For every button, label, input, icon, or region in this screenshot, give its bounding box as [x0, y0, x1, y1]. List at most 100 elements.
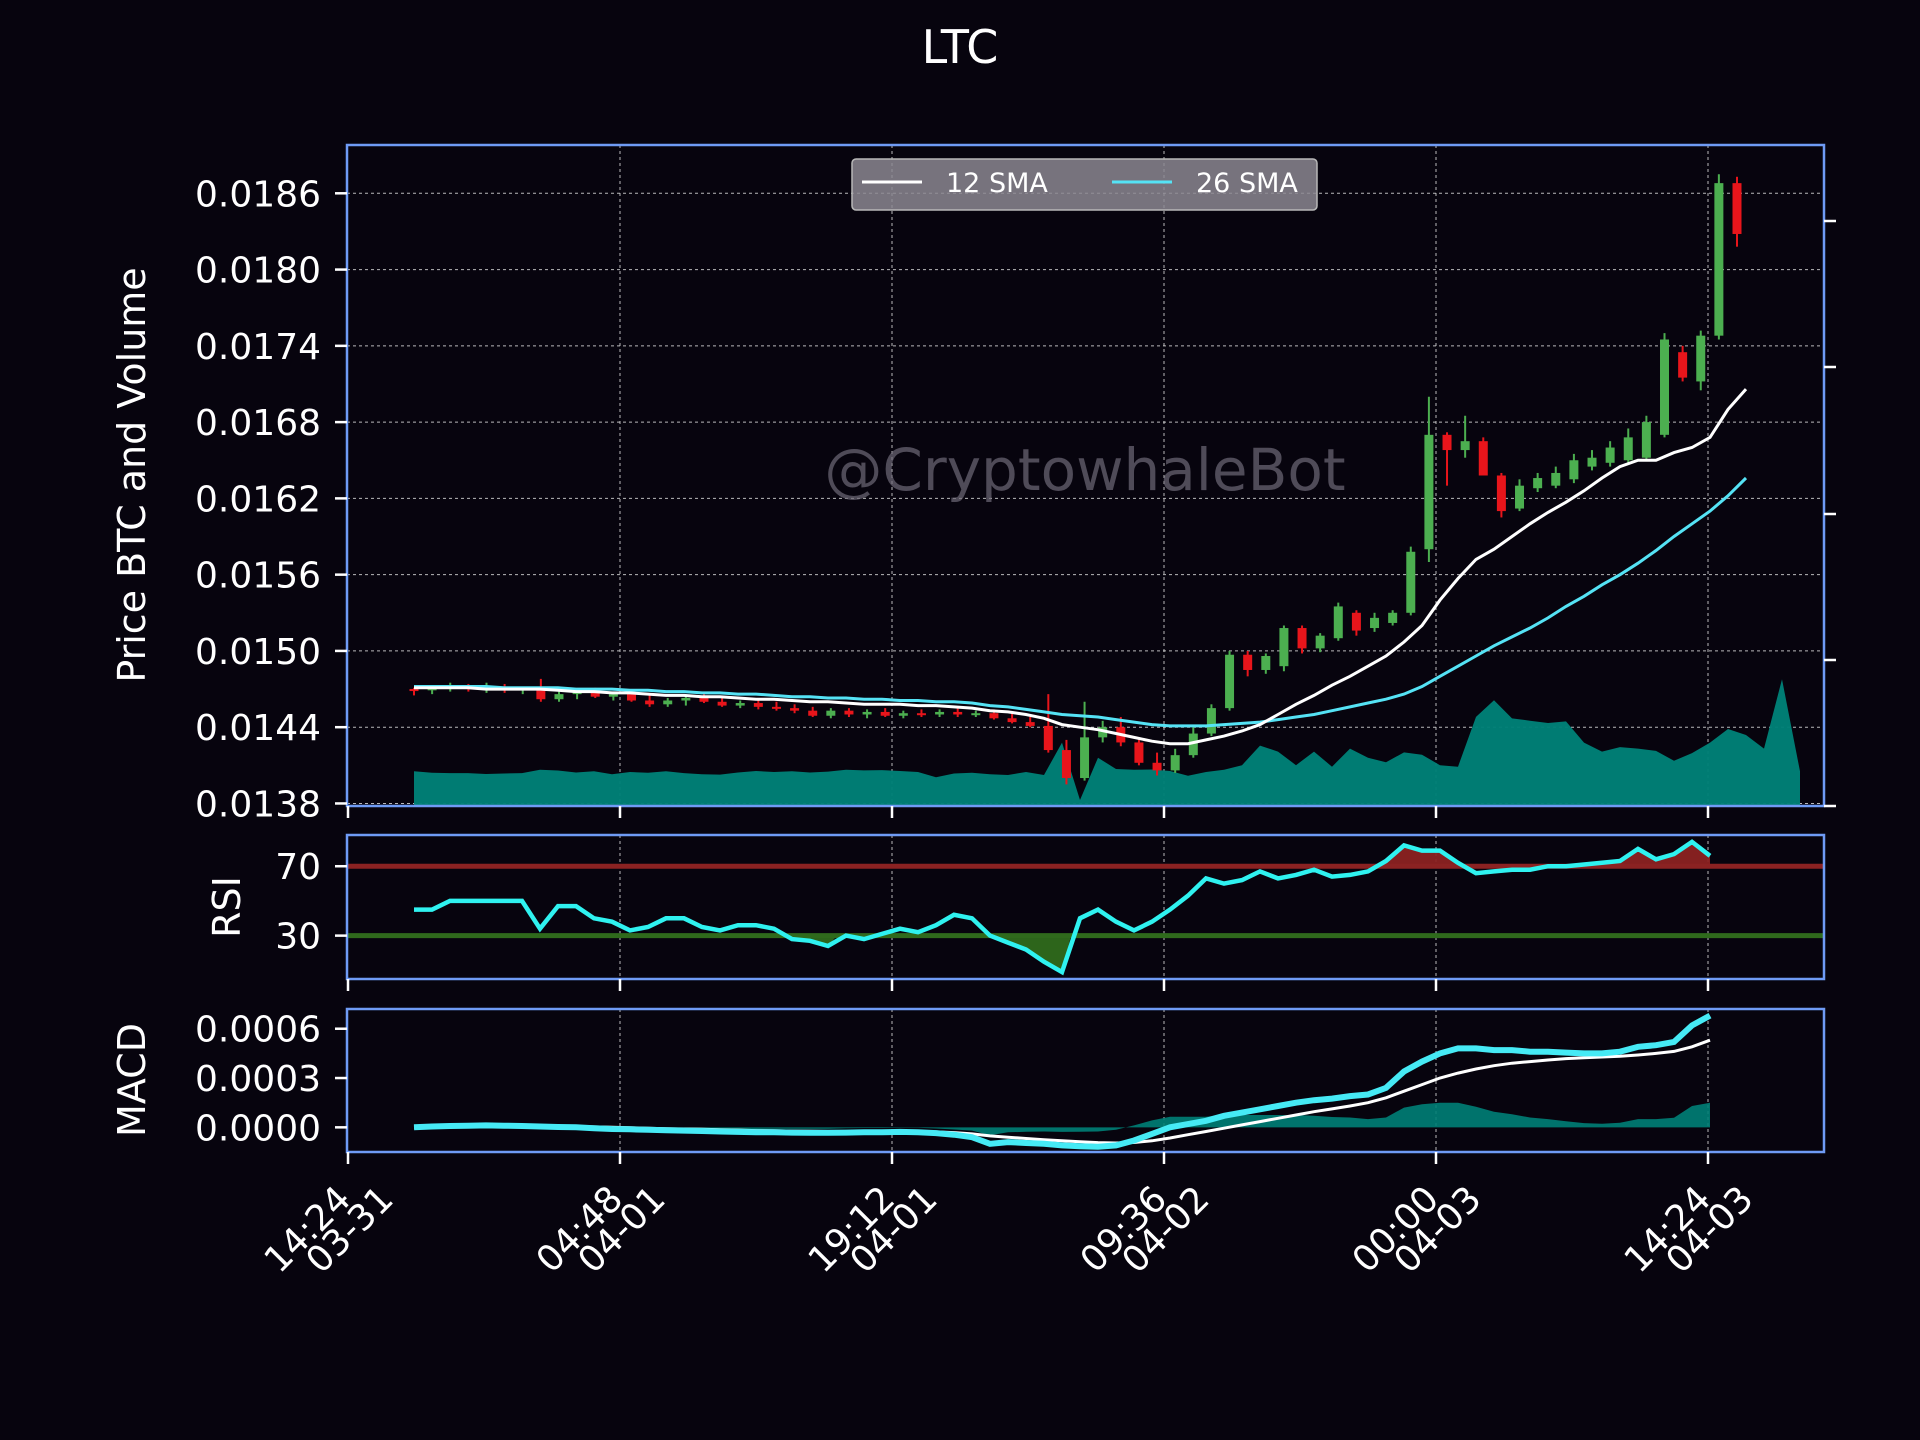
- candle-body: [1098, 727, 1108, 738]
- chart-title: LTC: [922, 20, 999, 74]
- candle-body: [826, 710, 836, 716]
- candle: [1170, 748, 1180, 773]
- legend-box: [851, 158, 1318, 211]
- candle: [645, 695, 655, 707]
- candle: [663, 697, 673, 707]
- candle-body: [916, 713, 926, 716]
- legend-label-sma26: 26 SMA: [1196, 168, 1298, 199]
- candle: [1696, 330, 1706, 391]
- price-frame: [345, 143, 1826, 808]
- candle: [1442, 432, 1452, 486]
- candle-body: [1351, 612, 1361, 631]
- y-tick-label: 0.0000: [195, 1108, 321, 1149]
- candle-body: [409, 689, 419, 692]
- rsi-axis: 30 70: [275, 847, 347, 958]
- candle-body: [1170, 755, 1180, 771]
- candle: [1351, 610, 1361, 636]
- candle-body: [1478, 441, 1488, 476]
- candle-body: [1424, 434, 1434, 550]
- candle-body: [1678, 352, 1688, 378]
- y-tick-label: 0.0003: [195, 1059, 321, 1100]
- price-panel: @CryptowhaleBot 12 SMA 26 SMA 0.0138 0.01…: [110, 143, 1836, 825]
- candle-body: [808, 710, 818, 716]
- candle-body: [771, 706, 781, 709]
- rsi-panel: 30 70 RSI: [205, 833, 1826, 981]
- macd-frame: [345, 1007, 1826, 1154]
- candle-body: [1370, 617, 1380, 629]
- candle: [1660, 333, 1670, 438]
- candle-body: [1696, 335, 1706, 382]
- candle: [898, 710, 908, 719]
- candle: [681, 695, 691, 706]
- candle-body: [608, 694, 618, 697]
- candle-body: [1623, 437, 1633, 461]
- candle: [1225, 650, 1235, 711]
- candle: [1623, 428, 1633, 463]
- candle-body: [1007, 718, 1017, 723]
- candle: [1007, 713, 1017, 724]
- candle: [826, 708, 836, 719]
- candle: [1206, 704, 1216, 737]
- candle: [1587, 450, 1597, 471]
- y-tick-label: 30: [275, 917, 321, 958]
- y-tick-label: 0.0168: [195, 403, 321, 444]
- candle: [808, 706, 818, 718]
- candle-body: [953, 711, 963, 715]
- candle: [790, 704, 800, 714]
- legend: 12 SMA 26 SMA: [851, 158, 1318, 211]
- candle: [771, 701, 781, 711]
- candle-body: [1406, 551, 1416, 613]
- candle: [554, 691, 564, 702]
- volume-fill: [414, 679, 1800, 806]
- candle-body: [1641, 422, 1651, 458]
- y-tick-label: 0.0144: [195, 708, 321, 749]
- y-tick-label: 0.0162: [195, 479, 321, 520]
- candle-body: [880, 711, 890, 716]
- candle: [1551, 466, 1561, 489]
- candle-body: [1243, 654, 1253, 670]
- candle: [1043, 694, 1053, 753]
- macd-axis-title: MACD: [110, 1023, 154, 1137]
- rsi-fill: [783, 841, 1710, 973]
- sma-lines: [414, 388, 1748, 746]
- candle: [935, 709, 945, 718]
- candle-body: [1080, 737, 1090, 779]
- candle-body: [681, 697, 691, 701]
- y-tick-label: 0.0006: [195, 1010, 321, 1051]
- candle-body: [1605, 447, 1615, 463]
- rsi-axis-title: RSI: [205, 876, 249, 938]
- macd-histogram: [414, 1102, 1710, 1136]
- candle-body: [554, 694, 564, 700]
- price-grid: [347, 145, 1824, 806]
- candle: [1025, 717, 1035, 728]
- sma26-line: [414, 476, 1748, 728]
- candle: [1243, 650, 1253, 677]
- candle-body: [1134, 742, 1144, 763]
- candle-body: [735, 703, 745, 706]
- candle-body: [1551, 472, 1561, 486]
- candle: [753, 699, 763, 710]
- candle: [1496, 472, 1506, 518]
- candle-body: [590, 691, 600, 697]
- candle: [1478, 437, 1488, 476]
- candle: [1406, 546, 1416, 616]
- watermark: @CryptowhaleBot: [824, 436, 1345, 504]
- price-right-ticks: [1824, 219, 1836, 808]
- candle-body: [1297, 628, 1307, 649]
- macd-line: [413, 1012, 1712, 1150]
- candle: [1152, 752, 1162, 776]
- candle: [1515, 479, 1525, 512]
- candle: [1678, 345, 1688, 382]
- candle-body: [717, 701, 727, 706]
- candle-body: [1152, 762, 1162, 771]
- candle: [1732, 176, 1742, 247]
- candle: [1061, 739, 1071, 785]
- candle-body: [536, 687, 546, 700]
- y-tick-label: 0.0138: [195, 784, 321, 825]
- y-tick-label: 0.0156: [195, 556, 321, 597]
